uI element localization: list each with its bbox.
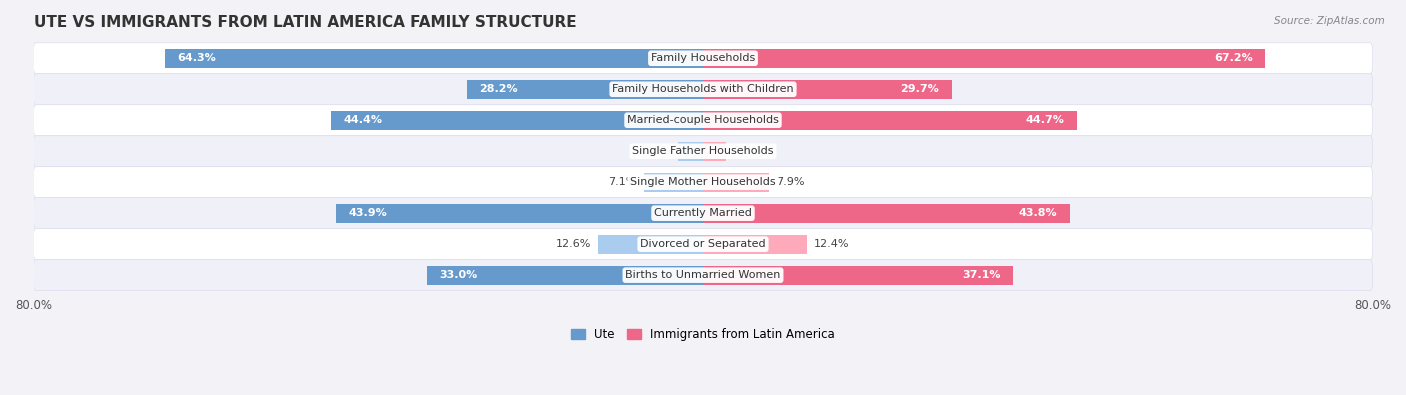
Text: Single Mother Households: Single Mother Households	[630, 177, 776, 187]
Legend: Ute, Immigrants from Latin America: Ute, Immigrants from Latin America	[567, 324, 839, 346]
Text: 43.9%: 43.9%	[349, 208, 387, 218]
Bar	[703, 111, 1077, 130]
Text: 67.2%: 67.2%	[1213, 53, 1253, 63]
Bar	[598, 235, 703, 254]
Text: 28.2%: 28.2%	[479, 84, 519, 94]
Bar	[332, 111, 703, 130]
Text: 64.3%: 64.3%	[177, 53, 217, 63]
Text: 37.1%: 37.1%	[963, 270, 1001, 280]
Text: 43.8%: 43.8%	[1018, 208, 1057, 218]
Text: 12.4%: 12.4%	[814, 239, 849, 249]
Bar	[165, 49, 703, 68]
Bar	[703, 265, 1014, 285]
FancyBboxPatch shape	[34, 105, 1372, 136]
Text: UTE VS IMMIGRANTS FROM LATIN AMERICA FAMILY STRUCTURE: UTE VS IMMIGRANTS FROM LATIN AMERICA FAM…	[34, 15, 576, 30]
Bar	[678, 141, 703, 161]
Text: 44.7%: 44.7%	[1025, 115, 1064, 125]
Text: 3.0%: 3.0%	[643, 146, 671, 156]
Bar	[644, 173, 703, 192]
Bar	[703, 141, 727, 161]
Text: Births to Unmarried Women: Births to Unmarried Women	[626, 270, 780, 280]
Bar	[703, 173, 769, 192]
Text: Family Households: Family Households	[651, 53, 755, 63]
FancyBboxPatch shape	[34, 167, 1372, 198]
Text: Married-couple Households: Married-couple Households	[627, 115, 779, 125]
Text: 2.8%: 2.8%	[733, 146, 762, 156]
Text: 7.1%: 7.1%	[609, 177, 637, 187]
Text: Divorced or Separated: Divorced or Separated	[640, 239, 766, 249]
Bar	[703, 235, 807, 254]
Text: Family Households with Children: Family Households with Children	[612, 84, 794, 94]
Text: Currently Married: Currently Married	[654, 208, 752, 218]
Bar	[703, 49, 1265, 68]
FancyBboxPatch shape	[34, 74, 1372, 105]
FancyBboxPatch shape	[34, 229, 1372, 260]
Text: 7.9%: 7.9%	[776, 177, 804, 187]
Bar	[336, 203, 703, 223]
Text: Source: ZipAtlas.com: Source: ZipAtlas.com	[1274, 16, 1385, 26]
FancyBboxPatch shape	[34, 43, 1372, 74]
Text: Single Father Households: Single Father Households	[633, 146, 773, 156]
Bar	[467, 80, 703, 99]
Bar	[427, 265, 703, 285]
Bar	[703, 80, 952, 99]
Text: 33.0%: 33.0%	[440, 270, 478, 280]
FancyBboxPatch shape	[34, 136, 1372, 167]
Text: 44.4%: 44.4%	[344, 115, 382, 125]
Bar	[703, 203, 1070, 223]
Text: 29.7%: 29.7%	[900, 84, 939, 94]
FancyBboxPatch shape	[34, 198, 1372, 229]
Text: 12.6%: 12.6%	[555, 239, 591, 249]
FancyBboxPatch shape	[34, 260, 1372, 291]
